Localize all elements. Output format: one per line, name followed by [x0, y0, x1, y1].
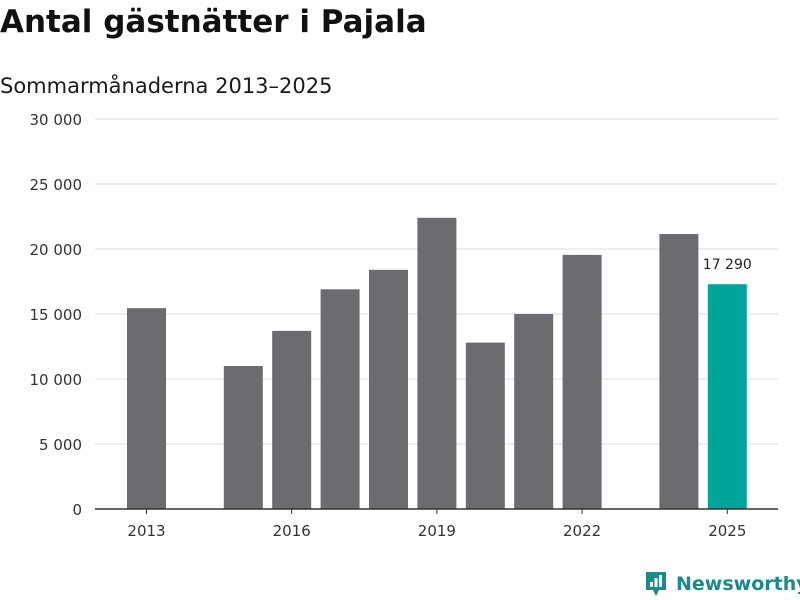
chart-title: Antal gästnätter i Pajala	[0, 4, 427, 40]
y-tick-label: 20 000	[30, 241, 83, 259]
y-tick-label: 30 000	[30, 111, 83, 129]
chart-subtitle: Sommarmånaderna 2013–2025	[0, 74, 333, 98]
x-tick-label: 2019	[418, 522, 456, 540]
brand-name: Newsworthy	[676, 573, 800, 595]
data-label-2025: 17 290	[703, 257, 752, 273]
y-tick-label: 15 000	[30, 306, 83, 324]
bar-chart: 0 5 000 10 000 15 000 20 000 25 000 30 000 2013…	[30, 111, 778, 540]
bar-2019	[417, 217, 457, 510]
x-tick-label: 2022	[563, 522, 601, 540]
bar-2017	[320, 289, 360, 509]
y-tick-label: 5 000	[39, 436, 82, 454]
brand-logo: Newsworthy	[644, 570, 800, 598]
newsworthy-logo-icon	[646, 572, 666, 596]
x-tick-label: 2016	[273, 522, 311, 540]
bar-2024	[659, 234, 699, 510]
bar-2025	[707, 284, 747, 509]
y-tick-label: 0	[72, 501, 82, 519]
bar-2020	[465, 342, 505, 509]
bar-2015	[223, 366, 263, 509]
y-tick-label: 10 000	[30, 371, 83, 389]
x-tick-label: 2013	[127, 522, 165, 540]
bar-2013	[127, 308, 166, 509]
bar-2022	[562, 254, 602, 509]
bar-2018	[369, 269, 408, 509]
bar-2016	[272, 330, 312, 509]
bar-2021	[514, 314, 554, 509]
y-tick-label: 25 000	[30, 176, 83, 194]
x-tick-label: 2025	[708, 522, 746, 540]
